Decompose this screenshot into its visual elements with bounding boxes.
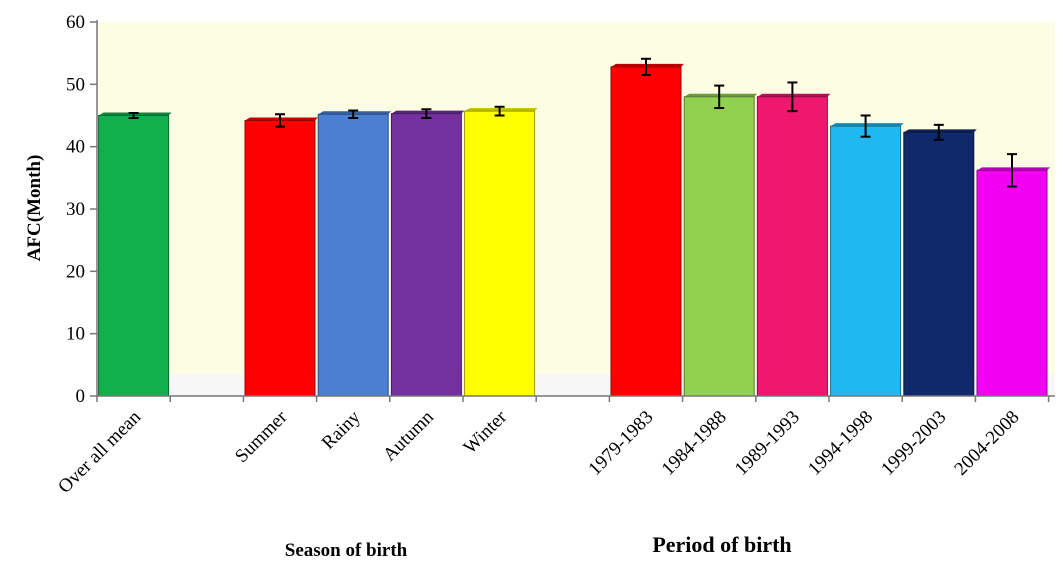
bar	[976, 169, 1048, 397]
bar	[317, 113, 389, 397]
y-tick-label: 40	[66, 137, 85, 158]
x-tick-label: 1999-2003	[877, 407, 950, 480]
y-tick-label: 30	[66, 199, 85, 220]
bar	[390, 113, 462, 397]
bar	[683, 96, 755, 397]
bar-top	[903, 129, 977, 133]
season-group-title: Season of birth	[285, 540, 408, 561]
bar	[464, 110, 536, 397]
x-tick-label: 1979-1983	[584, 407, 657, 480]
x-tick-label: Winter	[460, 406, 512, 458]
bar	[903, 131, 975, 397]
bar-top	[757, 93, 831, 97]
x-tick-label: Autumn	[379, 406, 438, 465]
y-axis-title: AFC(Month)	[24, 155, 45, 262]
y-tick-label: 50	[66, 74, 85, 95]
bar-top	[391, 110, 465, 114]
bar	[830, 125, 902, 397]
y-tick-label: 0	[76, 386, 86, 407]
bars	[98, 57, 1050, 397]
bar-top	[611, 63, 684, 67]
category-labels: Over all mean Summer Rainy Autumn Winter 1979…	[54, 406, 1023, 497]
bar	[244, 119, 316, 397]
y-tick-label: 60	[66, 12, 85, 33]
bar	[98, 115, 170, 397]
bar-top	[318, 111, 392, 115]
bar	[610, 66, 682, 397]
bar-top	[684, 93, 758, 97]
x-tick-label: Summer	[231, 406, 292, 467]
x-tick-label: 2004-2008	[950, 407, 1023, 480]
bar-top	[830, 123, 904, 127]
x-tick-label: Over all mean	[54, 406, 145, 497]
period-group-title: Period of birth	[652, 532, 791, 557]
x-tick-label: 1984-1988	[658, 407, 731, 480]
bar	[756, 96, 828, 397]
bar-top	[245, 117, 318, 121]
bar-top	[464, 108, 538, 112]
bar-top	[977, 167, 1050, 171]
y-axis-ticks: 0 10 20 30 40 50 60	[66, 12, 1050, 407]
x-tick-label: Rainy	[318, 406, 365, 453]
y-tick-label: 20	[66, 261, 85, 282]
y-tick-label: 10	[66, 324, 85, 345]
x-tick-label: 1994-1998	[804, 407, 877, 480]
x-tick-label: 1989-1993	[731, 407, 804, 480]
